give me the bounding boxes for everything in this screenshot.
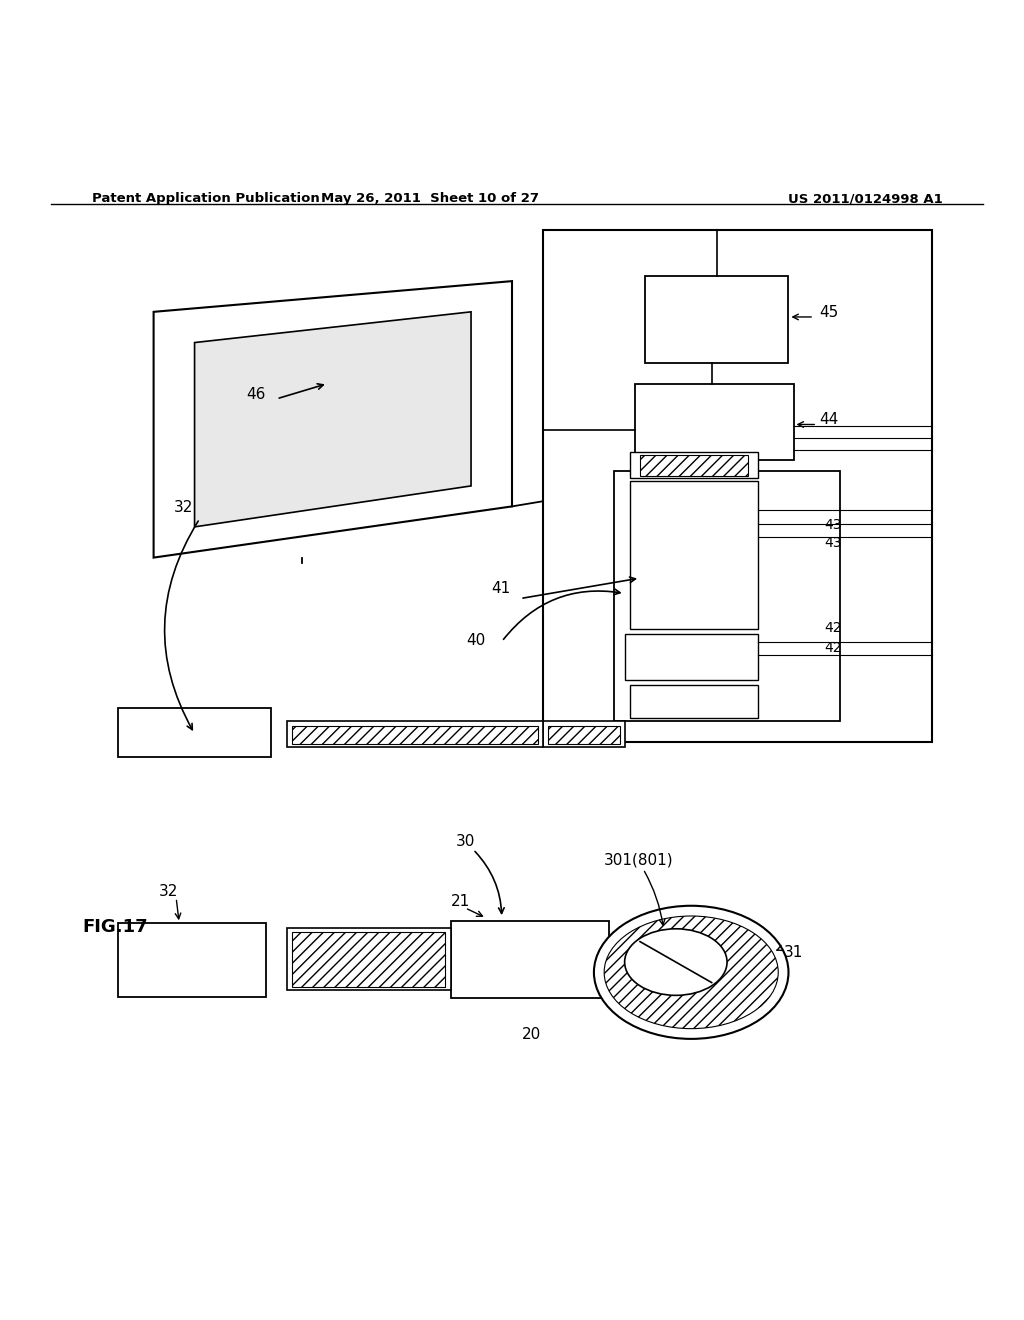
Bar	[133, 927, 251, 994]
Ellipse shape	[594, 906, 788, 1039]
Bar	[548, 726, 620, 744]
Text: 31: 31	[783, 945, 803, 960]
Bar	[635, 384, 794, 461]
Text: 40: 40	[466, 632, 485, 648]
Bar	[292, 726, 538, 744]
Bar	[543, 722, 625, 747]
Bar	[625, 635, 758, 681]
Bar	[614, 470, 840, 722]
Bar	[118, 923, 266, 997]
Bar	[543, 230, 932, 742]
Text: 32: 32	[174, 499, 194, 515]
Bar	[630, 685, 758, 718]
Text: 46: 46	[246, 387, 265, 401]
Bar	[640, 685, 748, 717]
Bar	[640, 486, 748, 624]
Bar	[118, 708, 271, 758]
Bar	[630, 453, 758, 478]
Text: 32: 32	[159, 883, 178, 899]
Text: 45: 45	[819, 305, 839, 319]
Text: 301(801): 301(801)	[604, 853, 674, 867]
Ellipse shape	[625, 929, 727, 995]
Text: 21: 21	[451, 894, 470, 908]
Bar	[287, 928, 451, 990]
Polygon shape	[195, 312, 471, 527]
Text: 43: 43	[824, 517, 842, 532]
Text: 30: 30	[456, 834, 475, 849]
Ellipse shape	[604, 916, 778, 1028]
Polygon shape	[154, 281, 512, 557]
Text: 20: 20	[522, 1027, 542, 1041]
Text: 42: 42	[824, 622, 842, 635]
Text: 43: 43	[824, 536, 842, 550]
Bar	[292, 932, 445, 986]
Text: 41: 41	[492, 581, 511, 597]
Bar	[630, 480, 758, 630]
Bar	[451, 921, 609, 998]
Text: 44: 44	[819, 412, 839, 428]
Bar	[645, 276, 788, 363]
Text: Patent Application Publication: Patent Application Publication	[92, 191, 319, 205]
Text: US 2011/0124998 A1: US 2011/0124998 A1	[788, 191, 943, 205]
Bar	[640, 455, 748, 475]
Text: FIG.17: FIG.17	[82, 919, 147, 936]
Bar	[287, 722, 543, 747]
Bar	[133, 710, 256, 754]
Text: 42: 42	[824, 640, 842, 655]
Text: May 26, 2011  Sheet 10 of 27: May 26, 2011 Sheet 10 of 27	[322, 191, 539, 205]
